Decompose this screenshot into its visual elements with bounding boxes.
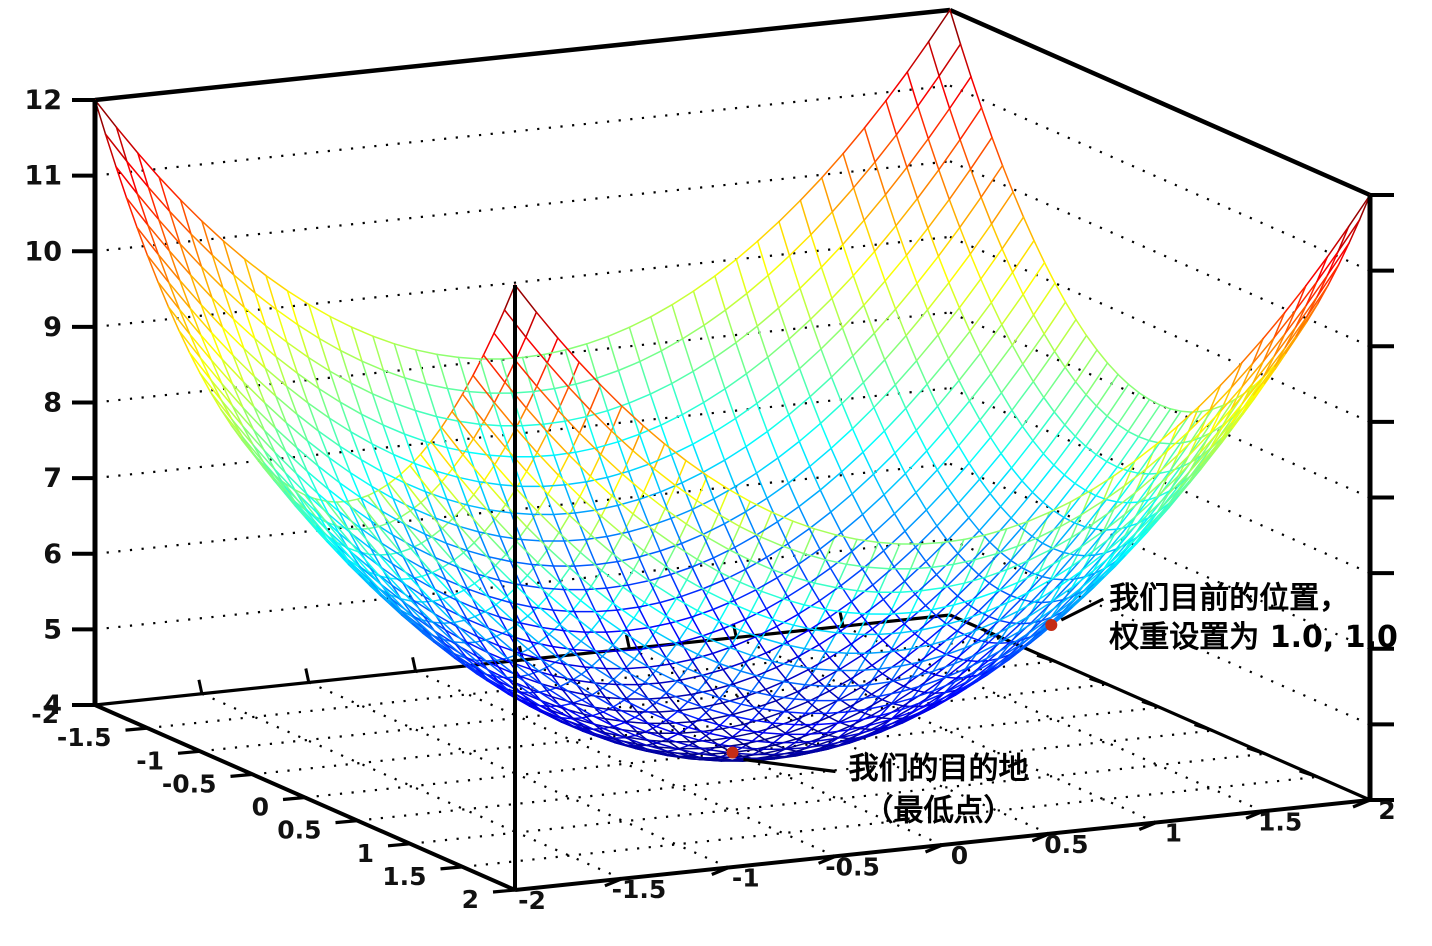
annotation-label-line: 我们目前的位置，: [1109, 581, 1349, 616]
y-tick-label: -1.5: [57, 723, 112, 752]
z-tick-label: 10: [24, 236, 62, 267]
x-tick-label: 1.5: [1258, 807, 1302, 836]
y-tick-label: -2: [31, 700, 59, 729]
z-tick-label: 8: [43, 388, 62, 419]
annotation-label-line: 权重设置为 1.0, 1.0: [1108, 620, 1398, 655]
annotation-label-line: （最低点）: [864, 794, 1014, 829]
x-tick-label: 2: [1378, 796, 1395, 825]
annotation-label-line: 我们的目的地: [849, 752, 1029, 787]
z-tick-label: 12: [24, 85, 62, 116]
y-tick-label: 2: [462, 885, 479, 914]
y-tick-label: 1: [357, 839, 374, 868]
surface-mesh: [94, 9, 1371, 762]
z-tick-label: 5: [43, 614, 62, 645]
z-tick-label: 6: [43, 539, 62, 570]
y-tick-label: -1: [136, 746, 164, 775]
x-tick-label: 1: [1165, 819, 1182, 848]
y-tick-label: -0.5: [162, 769, 217, 798]
x-tick-label: -1: [732, 864, 760, 893]
x-tick-label: -2: [518, 886, 546, 915]
z-tick-label: 4: [43, 690, 62, 721]
box-top-edges: [94, 7, 1371, 198]
y-tick-label: 1.5: [382, 862, 426, 891]
annotation-dot: [1045, 619, 1058, 631]
z-tick-label: 11: [24, 161, 62, 192]
x-tick-label: -1.5: [612, 875, 667, 904]
y-tick-label: 0: [252, 793, 269, 822]
annotation-dot: [726, 746, 739, 759]
annotation-0: 我们目前的位置， 权重设置为 1.0, 1.0: [1045, 581, 1398, 655]
z-tick-label: 9: [43, 312, 62, 343]
x-tick-label: 0: [951, 841, 968, 870]
axis-ticks: [72, 98, 1394, 894]
y-tick-label: 0.5: [277, 816, 321, 845]
annotation-1: 我们的目的地 （最低点）: [726, 746, 1029, 829]
z-tick-label: 7: [43, 463, 62, 494]
x-tick-label: 0.5: [1044, 830, 1088, 859]
x-tick-label: -0.5: [825, 852, 880, 881]
